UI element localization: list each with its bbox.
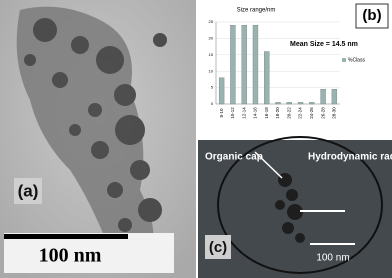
bar bbox=[320, 89, 326, 105]
x-tick-label: 22-24 bbox=[298, 107, 303, 119]
y-tick-label: 10 bbox=[209, 68, 214, 73]
label-box-c bbox=[205, 235, 231, 259]
x-tick-label: 16-18 bbox=[264, 107, 269, 119]
bar bbox=[241, 25, 247, 105]
annotation: Organic cap bbox=[205, 152, 263, 163]
bar bbox=[275, 102, 281, 105]
x-tick-label: 20-22 bbox=[286, 107, 291, 119]
chart-title: Size range/nm bbox=[237, 8, 276, 14]
label-box-a bbox=[14, 178, 42, 204]
bar bbox=[252, 25, 259, 105]
scale-bar bbox=[4, 234, 128, 239]
outline bbox=[217, 136, 383, 274]
x-tick-label: 8-10 bbox=[219, 108, 224, 118]
bar bbox=[230, 25, 236, 105]
bar bbox=[286, 102, 292, 105]
bar bbox=[331, 89, 338, 105]
x-tick-label: 24-26 bbox=[309, 107, 314, 119]
legend-label: %Class bbox=[348, 57, 365, 63]
y-tick-label: 25 bbox=[209, 19, 214, 24]
y-tick-label: 15 bbox=[209, 52, 214, 57]
particles-a bbox=[16, 6, 167, 250]
scale-label: 100 nm bbox=[39, 245, 102, 267]
x-tick-label: 28-30 bbox=[332, 107, 337, 119]
bar bbox=[264, 51, 270, 105]
x-tick-label: 14-16 bbox=[253, 107, 258, 119]
y-tick-label: 0 bbox=[211, 101, 214, 106]
panel-label: (b) bbox=[362, 7, 381, 24]
bar bbox=[297, 102, 304, 105]
label-box bbox=[355, 3, 389, 29]
scale-label: 100 nm bbox=[316, 253, 349, 264]
legend-swatch bbox=[342, 58, 346, 62]
scale-box bbox=[4, 233, 174, 273]
x-tick-label: 26-28 bbox=[320, 107, 325, 119]
x-tick-label: 10-12 bbox=[230, 107, 235, 119]
annotation: Mean Size = 14.5 nm bbox=[290, 41, 358, 48]
panel-label: (a) bbox=[18, 181, 39, 200]
y-tick-label: 5 bbox=[211, 85, 214, 90]
y-tick-label: 20 bbox=[209, 35, 214, 40]
x-tick-label: 18-20 bbox=[275, 107, 280, 119]
x-tick-label: 12-14 bbox=[241, 107, 246, 119]
panel-label: (c) bbox=[209, 239, 227, 256]
bar bbox=[309, 102, 315, 105]
chart: Size range/nm (b) 0 5 10 15 20 25 8-10 10-12 12-14… bbox=[209, 3, 389, 119]
arrow bbox=[254, 151, 283, 179]
particles-c bbox=[275, 173, 305, 243]
bar bbox=[218, 77, 225, 105]
annotation: Hydrodynamic radius bbox=[308, 152, 392, 163]
